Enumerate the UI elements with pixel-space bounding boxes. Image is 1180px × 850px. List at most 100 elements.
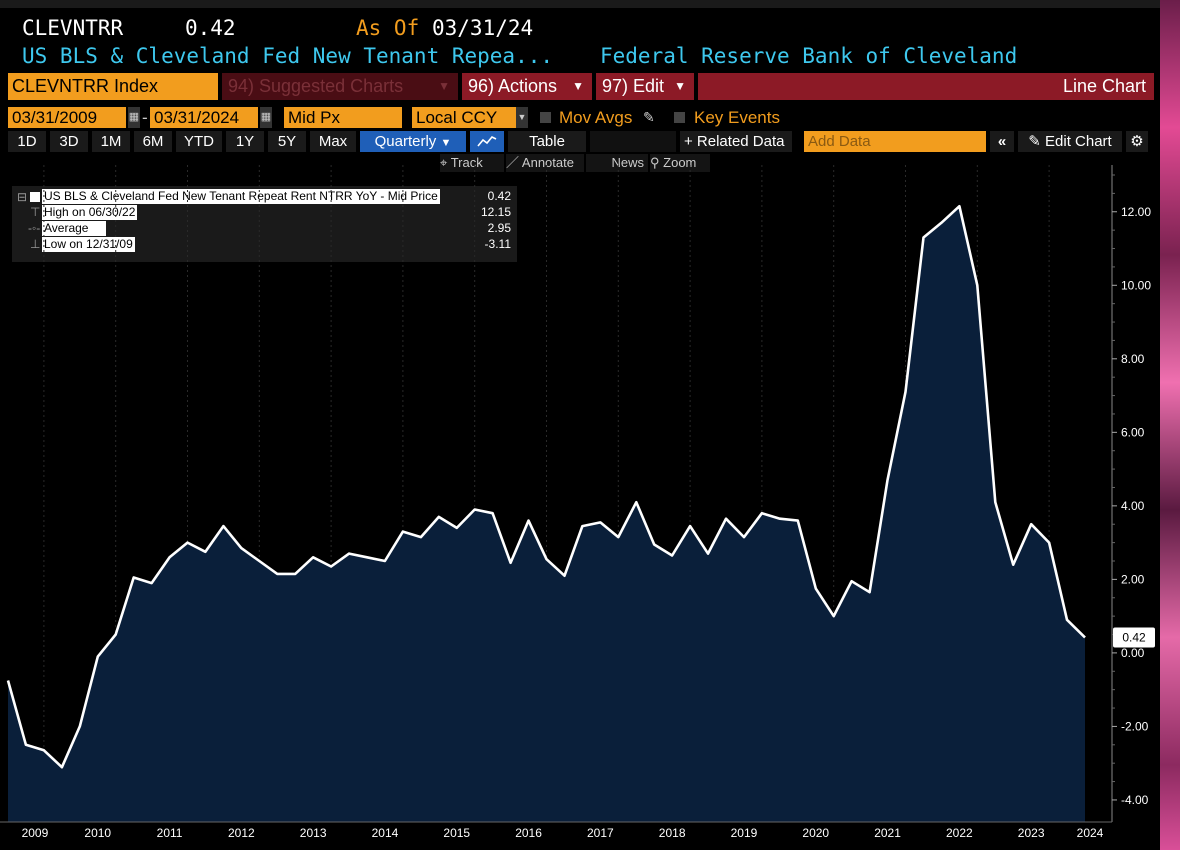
gear-icon[interactable]: ⚙ — [1126, 131, 1148, 152]
command-bar: CLEVNTRR Index 94) Suggested Charts ▼ 96… — [8, 73, 1154, 100]
chart-type-title: Line Chart — [698, 73, 1154, 100]
ticker-symbol: CLEVNTRR — [22, 16, 124, 40]
y-tick-label: 10.00 — [1121, 278, 1151, 292]
y-tick-label: 2.00 — [1121, 572, 1145, 586]
x-tick-label: 2009 — [22, 826, 49, 840]
as-of-date: 03/31/24 — [432, 16, 534, 40]
period-1y[interactable]: 1Y — [226, 131, 264, 152]
annotate-button[interactable]: ／ Annotate — [506, 154, 584, 172]
date-separator: - — [142, 108, 148, 127]
x-tick-label: 2024 — [1077, 826, 1104, 840]
x-tick-label: 2013 — [300, 826, 327, 840]
frequency-label: Quarterly — [374, 133, 437, 150]
end-date-field[interactable]: 03/31/2024 — [150, 107, 258, 128]
suggested-charts-label: 94) Suggested Charts — [228, 76, 404, 96]
series-name: US BLS & Cleveland Fed New Tenant Repeat… — [42, 189, 440, 204]
series-swatch[interactable] — [30, 192, 40, 202]
as-of-label: As Of — [356, 16, 420, 40]
edit-menu-button[interactable]: 97) Edit ▼ — [596, 73, 694, 100]
mov-avgs-label: Mov Avgs — [559, 108, 633, 127]
last-value: 0.42 — [185, 16, 236, 40]
low-value: -3.11 — [484, 237, 511, 251]
x-tick-label: 2016 — [515, 826, 542, 840]
currency-select[interactable]: Local CCY — [412, 107, 516, 128]
high-value: 12.15 — [480, 205, 511, 219]
x-tick-label: 2017 — [587, 826, 614, 840]
last-value-label: 0.42 — [1113, 627, 1155, 648]
high-label: High on 06/30/22 — [42, 205, 138, 220]
collapse-icon[interactable]: « — [990, 131, 1014, 152]
x-tick-label: 2023 — [1018, 826, 1045, 840]
x-tick-label: 2014 — [372, 826, 399, 840]
pencil-icon: ✎ — [1028, 133, 1041, 150]
security-field[interactable]: CLEVNTRR Index — [8, 73, 218, 100]
line-chart-icon[interactable] — [470, 131, 504, 152]
security-description: US BLS & Cleveland Fed New Tenant Repea.… — [22, 44, 1162, 72]
x-tick-label: 2020 — [802, 826, 829, 840]
period-1d[interactable]: 1D — [8, 131, 46, 152]
last-value-text: 0.42 — [1122, 630, 1146, 644]
series-area — [8, 206, 1085, 822]
average-marker-icon: -◦- — [28, 221, 41, 235]
calendar-icon[interactable]: ▦ — [260, 107, 272, 128]
y-tick-label: 6.00 — [1121, 425, 1145, 439]
start-date-field[interactable]: 03/31/2009 — [8, 107, 126, 128]
data-source: Federal Reserve Bank of Cleveland — [600, 44, 1018, 68]
price-field-select[interactable]: Mid Px — [284, 107, 402, 128]
x-tick-label: 2015 — [443, 826, 470, 840]
x-axis: 2009 2010 2011 2012 2013 2014 2015 2016 2017 2018… — [0, 821, 1160, 850]
news-button[interactable]: News — [586, 154, 648, 172]
series-value: 0.42 — [487, 189, 511, 203]
collapse-icon[interactable]: ⊟ — [17, 190, 28, 204]
edit-chart-label: Edit Chart — [1045, 133, 1112, 150]
chevron-down-icon: ▼ — [440, 137, 452, 149]
pencil-icon[interactable]: ✎ — [643, 109, 655, 125]
period-5y[interactable]: 5Y — [268, 131, 306, 152]
average-value: 2.95 — [487, 221, 511, 235]
zoom-button[interactable]: ⚲ Zoom — [650, 154, 710, 172]
period-max[interactable]: Max — [310, 131, 356, 152]
frequency-select[interactable]: Quarterly ▼ — [360, 131, 466, 152]
key-events-checkbox[interactable] — [674, 112, 685, 123]
x-tick-label: 2012 — [228, 826, 255, 840]
y-tick-label: 12.00 — [1121, 205, 1151, 219]
annotate-label: Annotate — [521, 155, 574, 170]
suggested-charts-button[interactable]: 94) Suggested Charts ▼ — [222, 73, 458, 100]
chevron-down-icon[interactable]: ▼ — [516, 107, 528, 128]
period-3d[interactable]: 3D — [50, 131, 88, 152]
desktop-wallpaper — [1160, 0, 1180, 850]
low-marker-icon: ⊥ — [30, 237, 41, 251]
period-6m[interactable]: 6M — [134, 131, 172, 152]
edit-chart-button[interactable]: ✎ Edit Chart — [1018, 131, 1122, 152]
y-tick-label: 4.00 — [1121, 499, 1145, 513]
magnifier-icon: ⚲ — [650, 155, 660, 170]
y-tick-label: 8.00 — [1121, 352, 1145, 366]
zoom-label: Zoom — [663, 155, 697, 170]
x-tick-label: 2010 — [84, 826, 111, 840]
period-ytd[interactable]: YTD — [176, 131, 222, 152]
x-tick-label: 2019 — [731, 826, 758, 840]
add-data-input[interactable]: Add Data — [804, 131, 986, 152]
actions-button[interactable]: 96) Actions ▼ — [462, 73, 592, 100]
calendar-icon[interactable]: ▦ — [128, 107, 140, 128]
y-tick-label: -4.00 — [1121, 793, 1149, 807]
top-strip — [0, 0, 1160, 8]
x-axis-band — [0, 822, 1160, 850]
y-tick-label: 0.00 — [1121, 646, 1145, 660]
chevron-down-icon: ▼ — [674, 79, 686, 93]
series-line — [6, 204, 1086, 769]
period-1m[interactable]: 1M — [92, 131, 130, 152]
x-tick-label: 2022 — [946, 826, 973, 840]
chevron-down-icon: ▼ — [572, 79, 584, 93]
crosshair-icon: ⌖ — [440, 155, 448, 170]
related-data-button[interactable]: + Related Data — [680, 131, 792, 152]
high-marker-icon: ⊤ — [30, 205, 41, 219]
x-tick-label: 2018 — [659, 826, 686, 840]
y-tick-label: -2.00 — [1121, 719, 1149, 733]
key-events-label: Key Events — [694, 108, 780, 127]
table-button[interactable]: Table — [508, 131, 586, 152]
pencil-icon: ／ — [506, 155, 520, 170]
low-label: Low on 12/31/09 — [42, 237, 135, 252]
mov-avgs-checkbox[interactable] — [540, 112, 551, 123]
